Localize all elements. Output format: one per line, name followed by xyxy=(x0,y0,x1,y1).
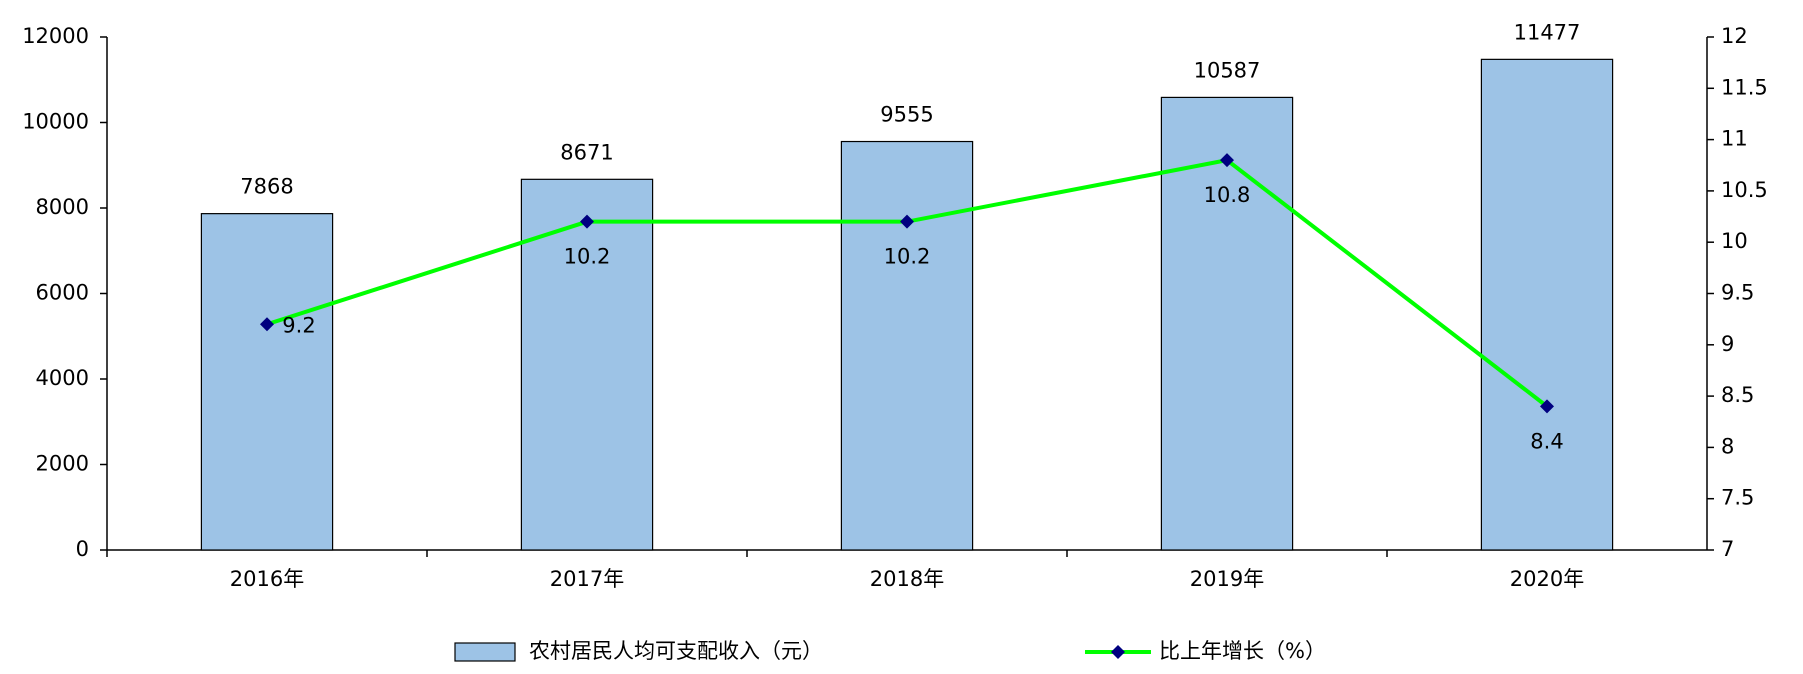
bar xyxy=(520,178,654,551)
legend-label: 农村居民人均可支配收入（元） xyxy=(529,639,823,663)
line-marker xyxy=(900,214,914,229)
y2-tick-label: 10 xyxy=(1721,229,1748,253)
y2-tick-label: 8.5 xyxy=(1721,383,1754,407)
line-value-label: 10.8 xyxy=(1204,183,1251,207)
x-tick-label: 2017年 xyxy=(550,567,624,591)
y-tick-label: 12000 xyxy=(22,24,89,48)
line-value-label: 10.2 xyxy=(564,245,611,269)
legend-marker xyxy=(1111,645,1125,659)
bar-value-label: 10587 xyxy=(1194,58,1261,82)
bar xyxy=(200,213,334,551)
y-tick-label: 10000 xyxy=(22,110,89,134)
y-tick-label: 6000 xyxy=(36,281,89,305)
bar-value-label: 8671 xyxy=(560,140,613,164)
bar xyxy=(840,140,974,551)
y2-tick-label: 9 xyxy=(1721,332,1734,356)
y2-tick-label: 9.5 xyxy=(1721,281,1754,305)
line-value-label: 10.2 xyxy=(884,245,931,269)
y2-tick-label: 11 xyxy=(1721,127,1748,151)
x-tick-label: 2018年 xyxy=(870,567,944,591)
line-value-label: 9.2 xyxy=(282,313,315,337)
legend-label: 比上年增长（%） xyxy=(1159,639,1326,663)
y2-tick-label: 10.5 xyxy=(1721,178,1768,202)
x-tick-label: 2019年 xyxy=(1190,567,1264,591)
y2-tick-label: 7 xyxy=(1721,537,1734,561)
y-tick-label: 0 xyxy=(76,537,89,561)
line-marker xyxy=(260,317,274,332)
y2-tick-label: 8 xyxy=(1721,434,1734,458)
y2-tick-label: 12 xyxy=(1721,24,1748,48)
bar xyxy=(1480,58,1614,551)
line-marker xyxy=(580,214,594,229)
bar xyxy=(1160,96,1294,551)
y-tick-label: 4000 xyxy=(36,366,89,390)
x-tick-label: 2020年 xyxy=(1510,567,1584,591)
y-tick-label: 8000 xyxy=(36,195,89,219)
legend-swatch xyxy=(454,642,516,662)
bar-value-label: 11477 xyxy=(1514,20,1581,44)
y-tick-label: 2000 xyxy=(36,452,89,476)
y2-tick-label: 7.5 xyxy=(1721,486,1754,510)
x-tick-label: 2016年 xyxy=(230,567,304,591)
y2-tick-label: 11.5 xyxy=(1721,75,1768,99)
line-marker xyxy=(1220,153,1234,168)
bar-value-label: 9555 xyxy=(880,103,933,127)
bar-value-label: 7868 xyxy=(240,175,293,199)
line-marker xyxy=(1540,399,1554,414)
line-value-label: 8.4 xyxy=(1530,429,1563,453)
